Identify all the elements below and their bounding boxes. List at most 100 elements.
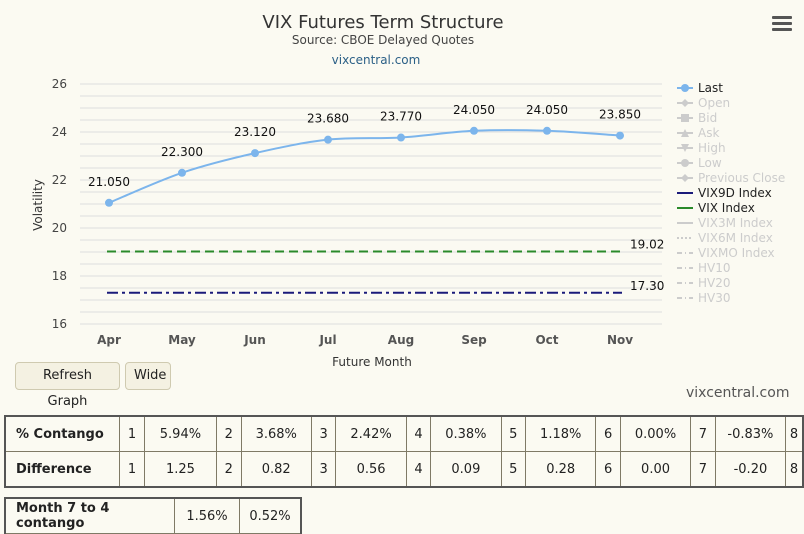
legend-label: HV20 — [698, 276, 731, 290]
y-tick-label: 24 — [52, 125, 67, 139]
last-data-label: 24.050 — [453, 103, 495, 117]
legend-item[interactable]: VIX3M Index — [677, 216, 773, 230]
last-data-point — [178, 168, 186, 177]
legend-item[interactable]: HV20 — [677, 276, 731, 290]
value-cell: 2.42% — [335, 415, 407, 452]
legend-label: VIXMO Index — [698, 246, 775, 260]
last-data-label: 23.770 — [380, 110, 422, 124]
value-cell: 1.18% — [525, 415, 597, 452]
chart-panel: VIX Futures Term Structure Source: CBOE … — [15, 12, 792, 409]
last-data-label: 23.850 — [599, 108, 641, 122]
legend-label: High — [698, 141, 726, 155]
legend-item[interactable]: HV30 — [677, 291, 731, 305]
value-cell: 0.28 — [525, 451, 597, 488]
last-data-label: 22.300 — [161, 145, 203, 159]
legend-label: VIX9D Index — [698, 186, 772, 200]
legend-item[interactable]: Bid — [677, 111, 717, 125]
legend-label: Bid — [698, 111, 717, 125]
legend-item[interactable]: Open — [677, 96, 730, 110]
row-header: % Contango — [4, 415, 121, 452]
x-tick-label: Oct — [535, 333, 558, 347]
x-tick-label: Jun — [243, 333, 266, 347]
month-contango-value: 0.52% — [239, 497, 302, 534]
grid-lines — [80, 83, 662, 325]
index-lines: 19.02 17.30 — [107, 238, 664, 294]
month-number-cell: 6 — [595, 451, 621, 488]
last-data-point — [397, 133, 405, 142]
month-number-cell: 1 — [119, 415, 145, 452]
x-tick-label: May — [168, 333, 196, 347]
y-tick-label: 20 — [52, 221, 67, 235]
x-tick-label: Nov — [607, 333, 633, 347]
legend-marker — [681, 99, 689, 107]
last-data-point — [251, 149, 259, 158]
legend-item[interactable]: Last — [677, 81, 723, 95]
legend-item[interactable]: High — [677, 141, 726, 155]
value-cell: 0.00 — [619, 451, 692, 488]
value-cell: -0.83% — [714, 415, 787, 452]
month-contango-table: Month 7 to 4 contango 1.56% 0.52% — [4, 497, 302, 534]
y-tick-label: 26 — [52, 77, 67, 91]
last-series: 21.050 22.300 23.120 23.680 23.770 24.050 24.0… — [88, 103, 641, 207]
chart-title: VIX Futures Term Structure — [262, 12, 503, 33]
y-axis-label: Volatility — [31, 179, 45, 231]
legend-item[interactable]: VIX9D Index — [677, 186, 772, 200]
legend-label: Previous Close — [698, 171, 785, 185]
x-axis-ticks: Apr May Jun Jul Aug Sep Oct Nov — [97, 333, 633, 347]
value-cell: 5.94% — [143, 415, 218, 452]
y-tick-label: 22 — [52, 173, 67, 187]
refresh-graph-button[interactable]: Refresh Graph — [15, 362, 120, 409]
month-number-cell: 8 — [785, 451, 804, 488]
last-data-point — [105, 198, 113, 207]
month-number-cell: 7 — [690, 415, 716, 452]
legend-label: VIX Index — [698, 201, 755, 215]
last-data-label: 23.680 — [307, 112, 349, 126]
month-number-cell: 2 — [216, 451, 242, 488]
legend-label: VIX6M Index — [698, 231, 773, 245]
table-row: % Contango 1 5.94% 2 3.68% 3 2.42% 4 0.38% 5 1.18%… — [4, 415, 804, 452]
last-data-label: 21.050 — [88, 175, 130, 189]
x-axis-label: Future Month — [332, 355, 412, 369]
legend-marker — [681, 159, 689, 167]
x-tick-label: Aug — [388, 333, 414, 347]
chart-menu-icon[interactable] — [772, 16, 792, 34]
wide-button[interactable]: Wide — [125, 362, 171, 390]
value-cell: 0.00% — [619, 415, 692, 452]
legend-item[interactable]: VIX Index — [677, 201, 755, 215]
legend-label: Ask — [698, 126, 719, 140]
last-data-point — [470, 126, 478, 135]
value-cell: 0.56 — [335, 451, 407, 488]
last-data-point — [324, 135, 332, 144]
month-number-cell: 4 — [405, 415, 432, 452]
month-number-cell: 6 — [595, 415, 621, 452]
x-tick-label: Sep — [461, 333, 487, 347]
contango-stats-table: % Contango 1 5.94% 2 3.68% 3 2.42% 4 0.38% 5 1.18%… — [4, 415, 804, 488]
legend-item[interactable]: Previous Close — [677, 171, 785, 185]
value-cell: -0.20 — [714, 451, 787, 488]
row-header: Difference — [4, 451, 121, 488]
month-number-cell: 7 — [690, 451, 716, 488]
legend-label: Last — [698, 81, 723, 95]
vix9d-index-label: 17.30 — [630, 279, 664, 293]
legend-item[interactable]: HV10 — [677, 261, 731, 275]
legend-item[interactable]: Low — [677, 156, 722, 170]
legend-label: VIX3M Index — [698, 216, 773, 230]
last-data-point — [543, 126, 551, 135]
value-cell: 3.68% — [240, 415, 312, 452]
month-number-cell: 3 — [310, 451, 337, 488]
month-number-cell: 5 — [500, 451, 527, 488]
last-series-line — [108, 129, 621, 204]
value-cell: 0.82 — [240, 451, 312, 488]
month-contango-label: Month 7 to 4 contango — [4, 497, 175, 534]
vixcentral-credit[interactable]: vixcentral.com — [686, 385, 790, 401]
table-row: Month 7 to 4 contango 1.56% 0.52% — [4, 497, 302, 534]
legend-item[interactable]: Ask — [677, 126, 719, 140]
last-data-label: 23.120 — [234, 125, 276, 139]
legend-item[interactable]: VIXMO Index — [677, 246, 775, 260]
value-cell: 1.25 — [143, 451, 218, 488]
legend-label: HV10 — [698, 261, 731, 275]
last-data-label: 24.050 — [526, 103, 568, 117]
legend-item[interactable]: VIX6M Index — [677, 231, 773, 245]
legend-label: Open — [698, 96, 730, 110]
